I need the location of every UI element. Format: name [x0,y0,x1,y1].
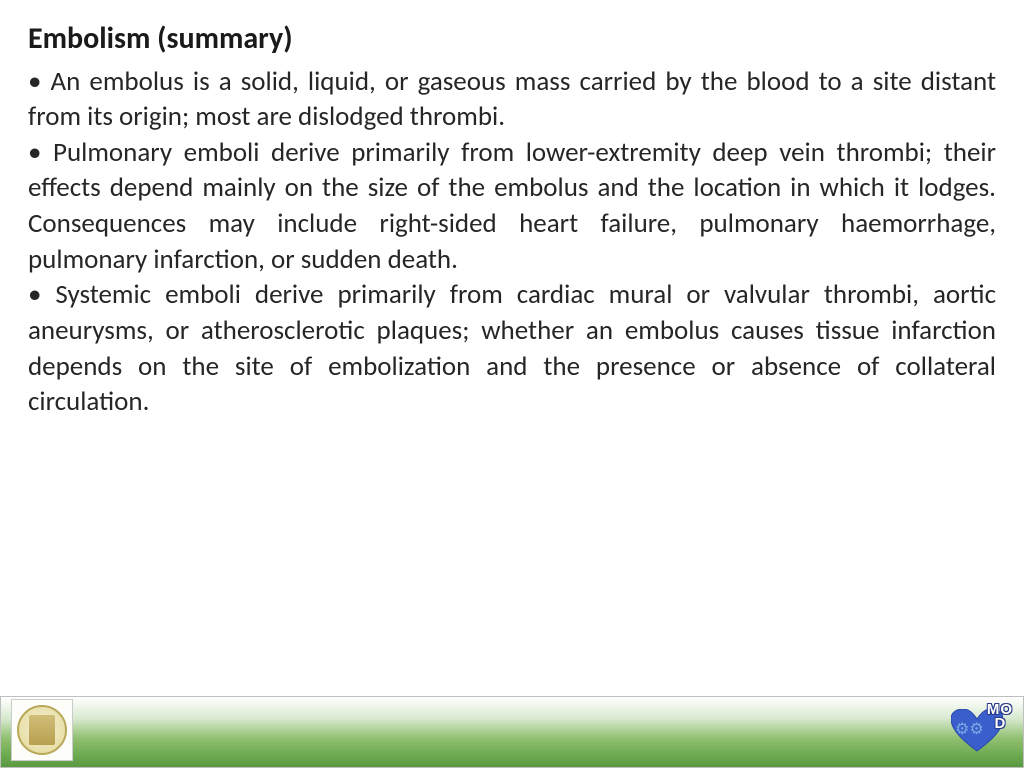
mod-badge: MO D [987,703,1013,731]
footer-bar: ⚙⚙ MO D [0,696,1024,768]
seal-icon [17,705,67,755]
bullet-item: • Systemic emboli derive primarily from … [28,277,996,420]
gear-icon: ⚙⚙ [955,725,984,735]
university-seal-logo [11,699,73,761]
slide-content: Embolism (summary) • An embolus is a sol… [28,20,996,420]
mod-heart-logo: ⚙⚙ MO D [949,705,1011,757]
bullet-item: • Pulmonary emboli derive primarily from… [28,135,996,278]
bullet-item: • An embolus is a solid, liquid, or gase… [28,64,996,135]
slide: Embolism (summary) • An embolus is a sol… [0,0,1024,768]
slide-title: Embolism (summary) [28,20,996,58]
footer-inner: ⚙⚙ MO D [7,701,1017,763]
mod-line2: D [987,717,1013,731]
